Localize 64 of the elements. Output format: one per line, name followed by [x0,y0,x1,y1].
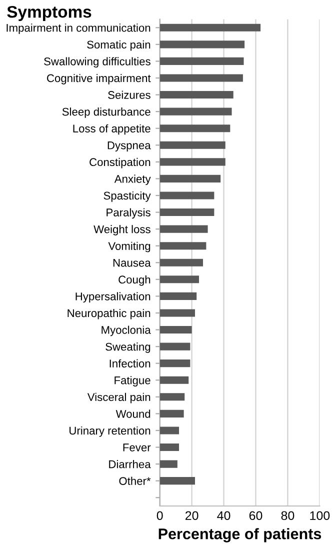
y-tick-label: Sweating [106,342,150,353]
bar [160,57,244,65]
y-tick-label: Vomiting [108,242,150,252]
bar [160,158,226,166]
y-tick-label: Myoclonia [102,326,151,336]
y-tick-label: Sleep disturbance [62,108,150,118]
bar [160,426,180,434]
bar [160,443,180,452]
bar [160,410,184,418]
bar [160,192,214,200]
bar [160,258,203,266]
bar [160,276,199,284]
chart-title: Symptoms [7,6,92,22]
y-tick-label: Seizures [108,90,150,99]
y-tick-label: Weight loss [94,225,150,236]
bar [160,141,226,149]
bar [160,460,178,468]
bar [160,225,208,233]
bar [160,174,221,182]
y-tick-label: Somatic pain [87,40,150,51]
y-tick-label: Cough [118,275,150,286]
y-tick-label: Nausea [113,259,151,267]
bar [160,309,196,317]
y-tick-label: Diarrhea [109,460,151,468]
bar [160,376,189,384]
bar [160,360,190,368]
y-tick-label: Paralysis [106,208,150,219]
bar [160,342,190,350]
bar [160,24,261,32]
bar [160,292,197,300]
y-tick-label: Wound [116,410,150,418]
y-tick-label: Impairment in communication [6,24,150,34]
y-tick-label: Urinary retention [70,426,150,437]
y-tick-label: Fever [123,444,151,452]
x-tick-label: 0 [156,511,163,520]
y-tick-label: Anxiety [114,174,151,186]
y-tick-label: Cognitive impairment [47,74,151,84]
y-tick-label: Constipation [90,158,150,168]
y-tick-label: Visceral pain [87,392,150,404]
bar [160,326,192,334]
y-tick-label: Other* [119,476,151,485]
x-tick-label: 20 [185,511,198,520]
y-tick-label: Neuropathic pain [68,308,150,320]
x-tick-label: 60 [249,511,262,520]
y-tick-label: Hypersalivation [76,292,150,303]
y-tick-label: Dyspnea [108,142,151,152]
bar [160,242,206,250]
y-tick-label: Swallowing difficulties [44,57,150,68]
x-tick-label: 80 [281,511,294,520]
bar [160,40,245,48]
bar [160,91,234,99]
y-tick-label: Spasticity [104,191,151,202]
bar [160,108,232,116]
x-tick-label: 40 [217,511,230,520]
bar [160,74,243,82]
x-axis-title: Percentage of patients [158,528,322,542]
y-tick-label: Fatigue [114,376,150,386]
bar [160,124,230,132]
y-tick-label: Loss of appetite [73,124,150,135]
y-tick-label: Infection [110,359,150,368]
x-tick-label: 100 [310,511,330,520]
bar [160,393,185,401]
bar [160,477,196,485]
bar [160,208,214,216]
